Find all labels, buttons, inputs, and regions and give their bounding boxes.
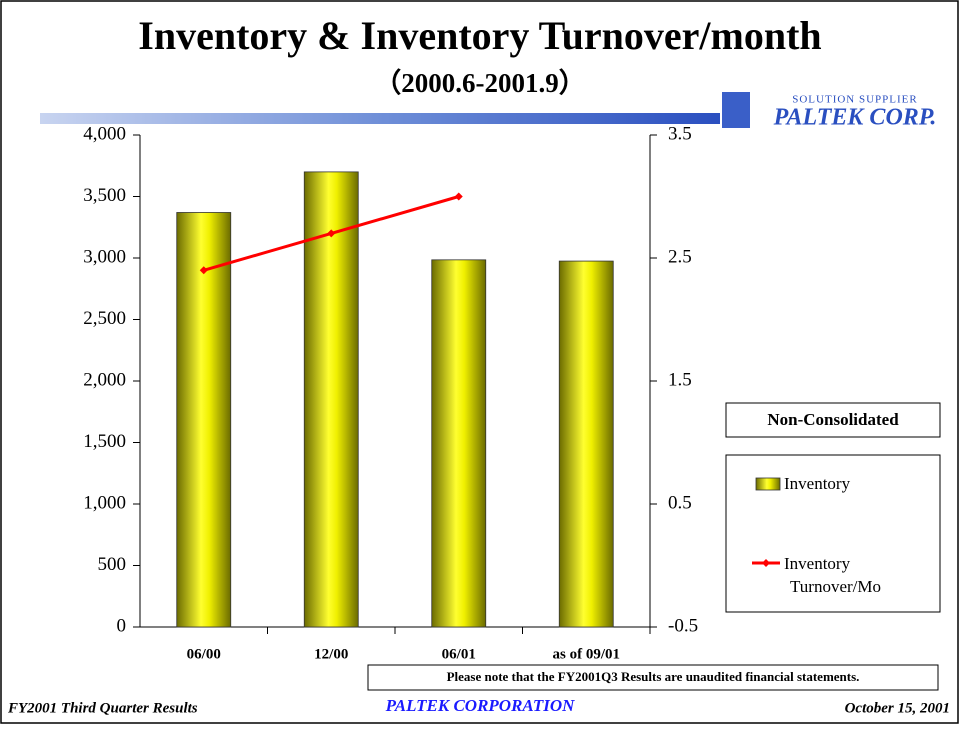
- slide-subtitle: （2000.6-2001.9）: [374, 68, 586, 98]
- x-tick-label: 06/01: [442, 646, 476, 662]
- logo-tagline: SOLUTION SUPPLIER: [792, 94, 917, 106]
- logo-name: PALTEK CORP.: [773, 105, 937, 131]
- bar: [431, 259, 487, 628]
- y-tick-label: 2,500: [83, 308, 126, 329]
- header-rule: [40, 113, 720, 124]
- legend-swatch: [755, 477, 781, 491]
- y-tick-label: 3,500: [83, 185, 126, 206]
- footer-right: October 15, 2001: [845, 700, 950, 716]
- line-marker: [454, 192, 463, 201]
- legend-title: Non-Consolidated: [767, 410, 899, 429]
- x-tick-label: 06/00: [187, 646, 221, 662]
- footer-left: FY2001 Third Quarter Results: [7, 700, 198, 716]
- y2-tick-label: 3.5: [668, 123, 692, 144]
- y-tick-label: 500: [98, 554, 127, 575]
- logo-icon: [722, 92, 750, 128]
- y2-tick-label: -0.5: [668, 615, 698, 636]
- slide-title: Inventory & Inventory Turnover/month: [138, 13, 821, 58]
- legend-label-line: Turnover/Mo: [790, 577, 881, 596]
- legend-box: [725, 454, 941, 613]
- legend-title-box: [725, 402, 941, 438]
- y-tick-label: 1,500: [83, 431, 126, 452]
- footer-center: PALTEK CORPORATION: [385, 696, 575, 715]
- bar: [176, 212, 232, 628]
- bar: [303, 171, 359, 628]
- line-marker: [327, 229, 336, 238]
- x-tick-label: as of 09/01: [553, 646, 621, 662]
- y2-tick-label: 0.5: [668, 492, 692, 513]
- y2-tick-label: 2.5: [668, 246, 692, 267]
- legend-label: Inventory Turnover/Mo: [784, 554, 881, 596]
- y-tick-label: 3,000: [83, 246, 126, 267]
- note-box: [367, 664, 939, 691]
- legend-label: Inventory: [784, 474, 851, 493]
- y-tick-label: 2,000: [83, 369, 126, 390]
- legend-marker: [762, 559, 770, 567]
- y-tick-label: 0: [117, 615, 127, 636]
- x-tick-label: 12/00: [314, 646, 348, 662]
- y2-tick-label: 1.5: [668, 369, 692, 390]
- legend-label-line: Inventory: [784, 554, 851, 573]
- y-tick-label: 1,000: [83, 492, 126, 513]
- note: Please note that the FY2001Q3 Results ar…: [447, 669, 860, 684]
- y-tick-label: 4,000: [83, 123, 126, 144]
- bar: [558, 260, 614, 628]
- line-marker: [199, 266, 208, 275]
